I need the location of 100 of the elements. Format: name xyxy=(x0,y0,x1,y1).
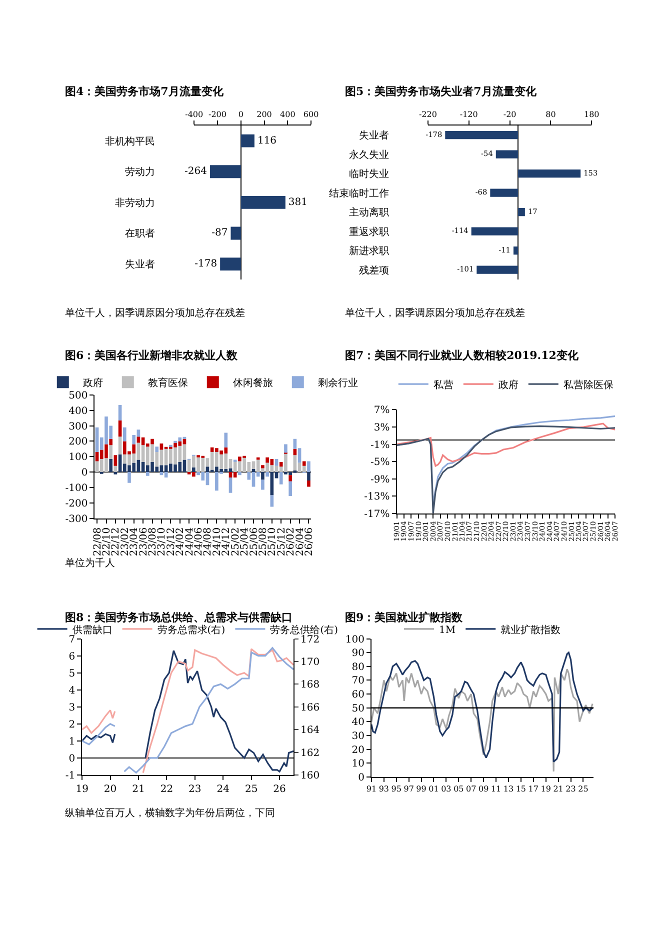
bar xyxy=(261,465,264,468)
y-tick-label: 5 xyxy=(68,668,76,680)
y-tick-label: -100 xyxy=(65,482,88,494)
bar xyxy=(240,196,286,209)
bar xyxy=(476,266,518,274)
bar xyxy=(240,134,254,148)
x-tick-label: 20 xyxy=(104,784,117,795)
x-tick-label: 26/02 xyxy=(286,527,297,556)
y2-tick-label: 162 xyxy=(300,748,320,759)
x-tick-label: 25 xyxy=(578,784,588,794)
x-tick-label: 24/12 xyxy=(221,527,232,556)
legend-label: 休闲餐旅 xyxy=(232,377,273,390)
bar xyxy=(238,472,242,476)
bar xyxy=(288,481,292,496)
x-tick-label: 07 xyxy=(466,784,476,794)
bar xyxy=(279,462,283,467)
data-label: 153 xyxy=(584,168,598,178)
bar xyxy=(220,258,241,271)
y-tick-label: 重返求职 xyxy=(348,226,389,238)
x-tick-label: 24/08 xyxy=(202,527,214,556)
data-label: -114 xyxy=(452,226,469,236)
y-tick-label: 60 xyxy=(352,690,364,701)
x-tick-label: -220 xyxy=(418,110,437,120)
y-tick-label: -300 xyxy=(65,514,88,525)
bar xyxy=(445,131,518,140)
legend-label: 政府 xyxy=(498,378,518,391)
y-tick-label: 0 xyxy=(68,753,76,764)
y-tick-label: 劳动力 xyxy=(125,166,156,178)
x-tick-label: 24/04 xyxy=(184,527,196,556)
data-label: -101 xyxy=(457,264,474,274)
x-tick-label: -20 xyxy=(503,110,516,120)
x-tick-label: 97 xyxy=(404,784,414,794)
chart-title: 图8：美国劳务市场总供给、总需求与供需缺口 xyxy=(65,611,293,624)
y-tick-label: 50 xyxy=(352,703,364,714)
y-tick-label: 400 xyxy=(68,406,88,417)
y-tick-label: 200 xyxy=(68,436,88,448)
y-tick-label: 300 xyxy=(68,421,88,432)
x-tick-label: 180 xyxy=(584,110,600,120)
y-tick-label: 结束临时工作 xyxy=(328,187,389,200)
y-tick-label: 100 xyxy=(345,634,364,646)
y-tick-label: 30 xyxy=(352,731,364,742)
x-tick-label: 22 xyxy=(160,784,174,795)
text: 单位为千人 xyxy=(65,557,115,569)
bar xyxy=(155,446,159,452)
legend-label: 供需缺口 xyxy=(72,624,112,636)
x-tick-label: 22/12 xyxy=(110,527,122,556)
legend-label: 私营 xyxy=(433,378,454,391)
y-tick-label: 永久失业 xyxy=(348,148,389,161)
legend-label: 劳务总供给(右) xyxy=(270,624,338,636)
x-tick-label: 26 xyxy=(273,784,286,795)
y-tick-label: -9% xyxy=(370,474,390,486)
data-label: 17 xyxy=(528,206,538,216)
legend-label: 1M xyxy=(439,624,456,636)
x-tick-label: 19 xyxy=(540,784,551,794)
y-tick-label: 0 xyxy=(358,772,364,784)
y-tick-label: -1 xyxy=(65,770,76,782)
x-tick-label: 200 xyxy=(256,110,272,120)
bar xyxy=(261,472,264,480)
y2-tick-label: 170 xyxy=(300,656,320,668)
bar xyxy=(274,458,278,466)
text: 纵轴单位百万人，横轴数字为年份后两位，下同 xyxy=(65,807,275,819)
y-tick-label: 7 xyxy=(68,634,76,646)
data-label: -68 xyxy=(475,188,488,197)
bar xyxy=(178,437,182,442)
x-tick-label: 93 xyxy=(378,784,390,794)
bar xyxy=(302,466,306,472)
y-tick-label: 20 xyxy=(352,744,364,756)
data-label: -178 xyxy=(426,130,442,139)
y-tick-label: 新进求职 xyxy=(348,245,389,258)
y-tick-label: 3% xyxy=(374,422,390,434)
legend-label: 劳务总需求(右) xyxy=(157,624,226,636)
text: 单位千人，因季调原因分项加总存在残差 xyxy=(65,307,245,319)
y-tick-label: -1% xyxy=(370,440,390,451)
x-tick-label: 26/04 xyxy=(294,527,306,556)
legend-label: 私营除医保 xyxy=(563,378,614,391)
x-tick-label: 26/06 xyxy=(304,527,315,556)
bar xyxy=(114,455,118,466)
x-tick-label: 25 xyxy=(244,784,258,795)
y-tick-label: 40 xyxy=(352,717,364,728)
y-tick-label: 100 xyxy=(68,452,88,464)
y-tick-label: 4 xyxy=(68,685,76,696)
x-tick-label: 25/10 xyxy=(267,527,278,556)
bar xyxy=(284,444,288,453)
legend-label: 教育医保 xyxy=(148,377,188,390)
y-tick-label: 500 xyxy=(68,390,88,402)
bar xyxy=(518,170,581,178)
bar xyxy=(307,461,310,472)
chart-title: 图7：美国不同行业就业人数相较2019.12变化 xyxy=(345,349,580,362)
x-tick-label: 600 xyxy=(303,110,319,120)
bar xyxy=(490,188,518,197)
x-tick-label: 95 xyxy=(391,784,402,794)
y2-tick-label: 164 xyxy=(300,725,320,736)
bar xyxy=(118,436,122,454)
x-tick-label: 23/06 xyxy=(138,527,150,556)
x-tick-label: 25/02 xyxy=(230,527,242,556)
x-tick-label: 23 xyxy=(566,784,576,794)
x-tick-label: -200 xyxy=(208,110,226,120)
data-label: -11 xyxy=(498,245,510,254)
bar xyxy=(256,457,260,460)
x-tick-label: 23/12 xyxy=(166,527,177,556)
